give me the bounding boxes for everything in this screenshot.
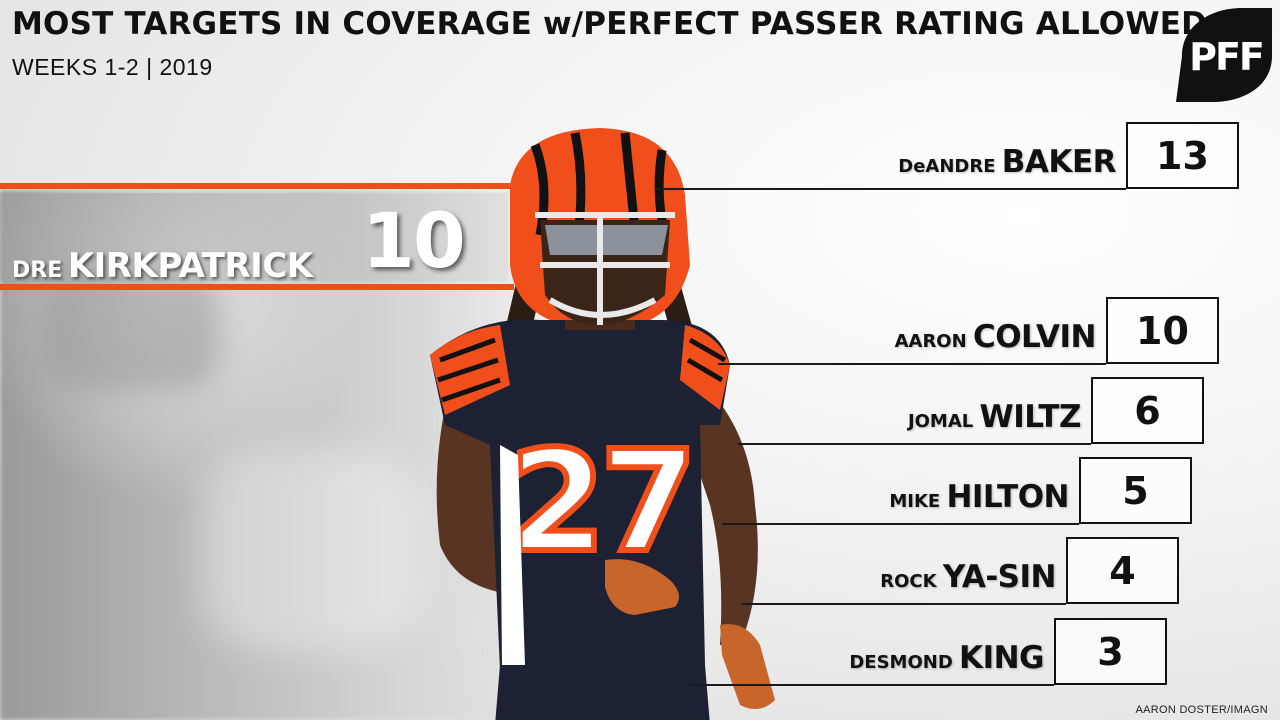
player-name: DeANDRE BAKER <box>898 144 1116 180</box>
featured-player-name: DRE KIRKPATRICK <box>12 246 313 286</box>
pff-logo-text: PFF <box>1189 35 1263 79</box>
player-name: MIKE HILTON <box>889 479 1069 515</box>
featured-band <box>0 193 508 281</box>
target-count: 10 <box>1106 297 1219 364</box>
chart-title: MOST TARGETS IN COVERAGE w/PERFECT PASSE… <box>12 6 1208 42</box>
row-rule <box>738 443 1091 445</box>
photo-credit: AARON DOSTER/IMAGN <box>1135 704 1268 716</box>
featured-top-rule <box>0 183 512 189</box>
row-rule <box>722 523 1079 525</box>
player-last-name: WILTZ <box>979 399 1082 435</box>
chart-subtitle: WEEKS 1-2 | 2019 <box>12 54 213 80</box>
target-count: 5 <box>1079 457 1192 524</box>
target-count: 4 <box>1066 537 1179 604</box>
pff-logo: PFF <box>1176 8 1272 102</box>
target-count: 3 <box>1054 618 1167 685</box>
target-count: 6 <box>1091 377 1204 444</box>
row-rule <box>655 188 1126 190</box>
player-name: JOMAL WILTZ <box>907 399 1082 435</box>
row-rule <box>718 363 1106 365</box>
row-rule <box>690 684 1054 686</box>
player-first-name: DESMOND <box>849 652 960 673</box>
player-first-name: AARON <box>894 331 973 352</box>
row-rule <box>742 603 1066 605</box>
player-photo: 27 <box>430 128 775 720</box>
target-count: 13 <box>1126 122 1239 189</box>
featured-value: 10 <box>362 196 466 285</box>
featured-bottom-rule <box>0 284 514 290</box>
player-name: DESMOND KING <box>849 640 1044 676</box>
player-last-name: KING <box>959 640 1044 676</box>
player-last-name: BAKER <box>1001 144 1117 180</box>
featured-last-name: KIRKPATRICK <box>67 246 313 286</box>
player-last-name: YA-SIN <box>942 559 1057 595</box>
player-first-name: JOMAL <box>907 411 980 432</box>
player-name: AARON COLVIN <box>894 319 1097 355</box>
player-name: ROCK YA-SIN <box>880 559 1056 595</box>
featured-first-name: DRE <box>12 258 63 283</box>
player-last-name: HILTON <box>946 479 1069 515</box>
player-first-name: ROCK <box>880 571 943 592</box>
player-first-name: MIKE <box>889 491 947 512</box>
player-first-name: DeANDRE <box>898 156 1002 177</box>
player-last-name: COLVIN <box>972 319 1097 355</box>
jersey-number: 27 <box>509 421 692 584</box>
